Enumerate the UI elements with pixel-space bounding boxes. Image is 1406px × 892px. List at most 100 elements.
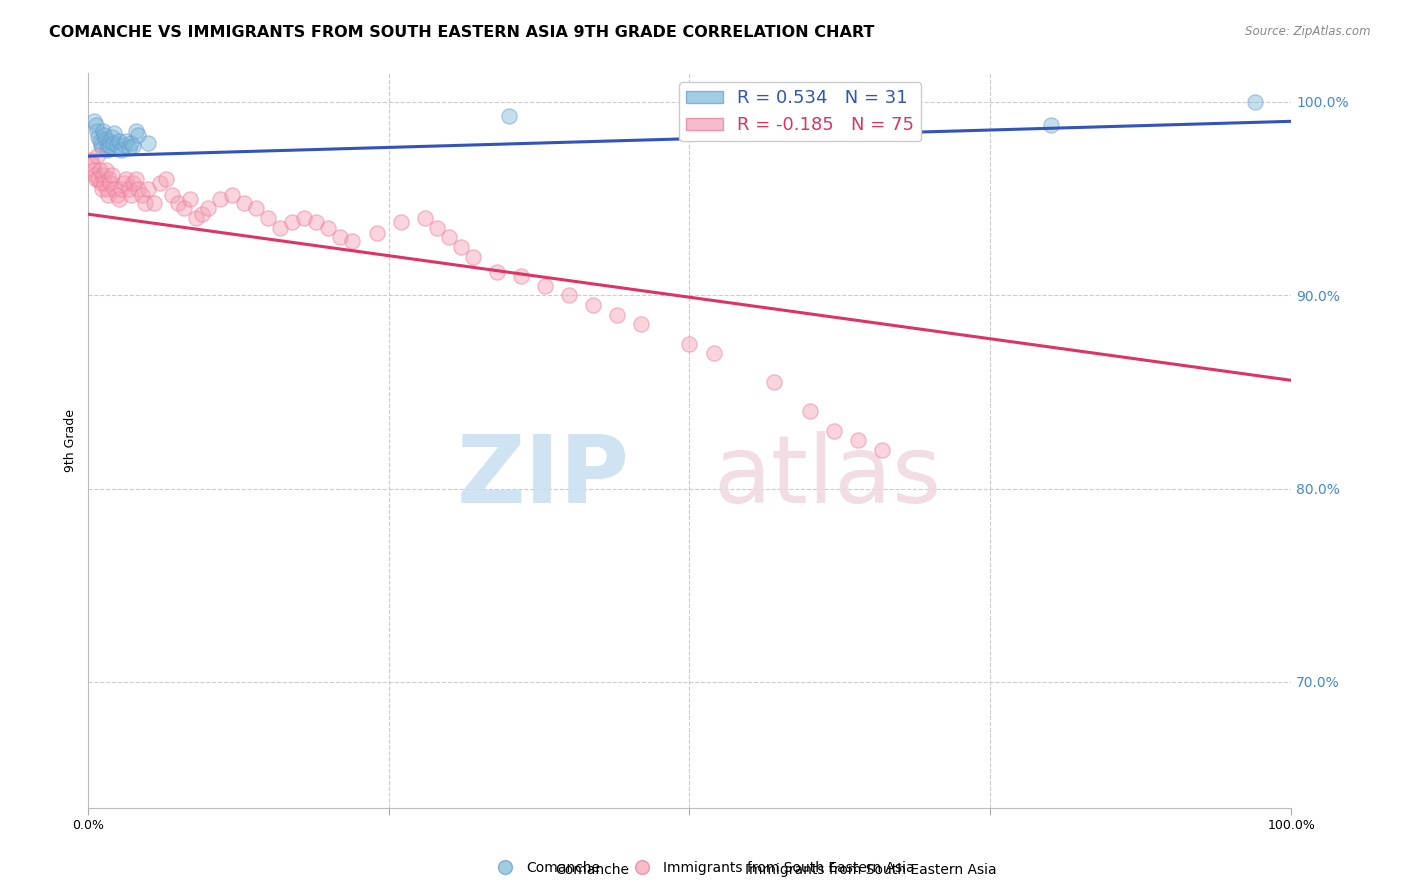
Legend: Comanche, Immigrants from South Eastern Asia: Comanche, Immigrants from South Eastern … — [486, 855, 920, 880]
Point — [122, 176, 145, 190]
Point — [100, 139, 122, 153]
Point — [221, 187, 243, 202]
Point — [245, 202, 267, 216]
Point — [167, 195, 190, 210]
Point — [703, 346, 725, 360]
Point — [87, 172, 110, 186]
Point — [534, 278, 557, 293]
Point — [93, 176, 115, 190]
Point — [413, 211, 436, 225]
Point — [762, 376, 785, 390]
Point — [86, 149, 108, 163]
Point — [281, 215, 304, 229]
Point — [342, 234, 364, 248]
Point — [437, 230, 460, 244]
Point — [870, 442, 893, 457]
Text: Source: ZipAtlas.com: Source: ZipAtlas.com — [1246, 25, 1371, 38]
Point — [197, 202, 219, 216]
Point — [105, 137, 128, 152]
Point — [630, 318, 652, 332]
Point — [426, 220, 449, 235]
Point — [125, 124, 148, 138]
Point — [136, 182, 159, 196]
Point — [160, 187, 183, 202]
Point — [101, 136, 124, 150]
Point — [120, 187, 142, 202]
Point — [510, 268, 533, 283]
Point — [122, 139, 145, 153]
Point — [89, 162, 111, 177]
Point — [86, 124, 108, 138]
Point — [83, 162, 105, 177]
Point — [485, 265, 508, 279]
Text: COMANCHE VS IMMIGRANTS FROM SOUTH EASTERN ASIA 9TH GRADE CORRELATION CHART: COMANCHE VS IMMIGRANTS FROM SOUTH EASTER… — [49, 25, 875, 40]
Point — [606, 308, 628, 322]
Point — [155, 172, 177, 186]
Point — [91, 182, 114, 196]
Point — [823, 424, 845, 438]
Point — [582, 298, 605, 312]
Point — [233, 195, 256, 210]
Point — [115, 134, 138, 148]
Point — [142, 195, 165, 210]
Point — [90, 176, 112, 190]
Text: ZIP: ZIP — [457, 431, 630, 523]
Point — [191, 207, 214, 221]
Point — [127, 182, 149, 196]
Point — [127, 128, 149, 142]
Point — [98, 134, 121, 148]
Point — [100, 129, 122, 144]
Point — [329, 230, 352, 244]
Point — [94, 162, 117, 177]
Point — [83, 114, 105, 128]
Point — [208, 192, 231, 206]
Point — [136, 136, 159, 150]
Point — [90, 137, 112, 152]
Point — [678, 336, 700, 351]
Point — [100, 176, 122, 190]
Point — [461, 250, 484, 264]
Point — [1244, 95, 1267, 109]
Point — [97, 137, 120, 152]
Point — [105, 187, 128, 202]
Point — [96, 182, 118, 196]
Point — [112, 176, 135, 190]
Point — [83, 169, 105, 183]
Point — [94, 132, 117, 146]
Point — [173, 202, 195, 216]
Point — [103, 126, 125, 140]
Point — [115, 172, 138, 186]
Legend: R = 0.534   N = 31, R = -0.185   N = 75: R = 0.534 N = 31, R = -0.185 N = 75 — [679, 82, 921, 142]
Point — [97, 187, 120, 202]
Point — [134, 195, 156, 210]
Point — [91, 141, 114, 155]
Point — [269, 220, 291, 235]
Point — [366, 227, 388, 241]
Point — [82, 157, 104, 171]
Point — [1039, 118, 1062, 132]
Point — [799, 404, 821, 418]
Y-axis label: 9th Grade: 9th Grade — [65, 409, 77, 472]
Point — [125, 172, 148, 186]
Point — [292, 211, 315, 225]
Point — [84, 118, 107, 132]
Point — [108, 192, 131, 206]
Point — [96, 144, 118, 158]
Text: Comanche: Comanche — [555, 863, 630, 877]
Point — [110, 182, 132, 196]
Point — [100, 169, 122, 183]
Point — [389, 215, 412, 229]
Point — [149, 176, 172, 190]
Point — [305, 215, 328, 229]
Point — [93, 128, 115, 142]
Point — [450, 240, 472, 254]
Point — [91, 124, 114, 138]
Point — [108, 134, 131, 148]
Text: atlas: atlas — [714, 431, 942, 523]
Point — [84, 172, 107, 186]
Point — [498, 108, 520, 122]
Point — [558, 288, 581, 302]
Point — [80, 153, 103, 167]
Text: Immigrants from South Eastern Asia: Immigrants from South Eastern Asia — [745, 863, 997, 877]
Point — [131, 187, 153, 202]
